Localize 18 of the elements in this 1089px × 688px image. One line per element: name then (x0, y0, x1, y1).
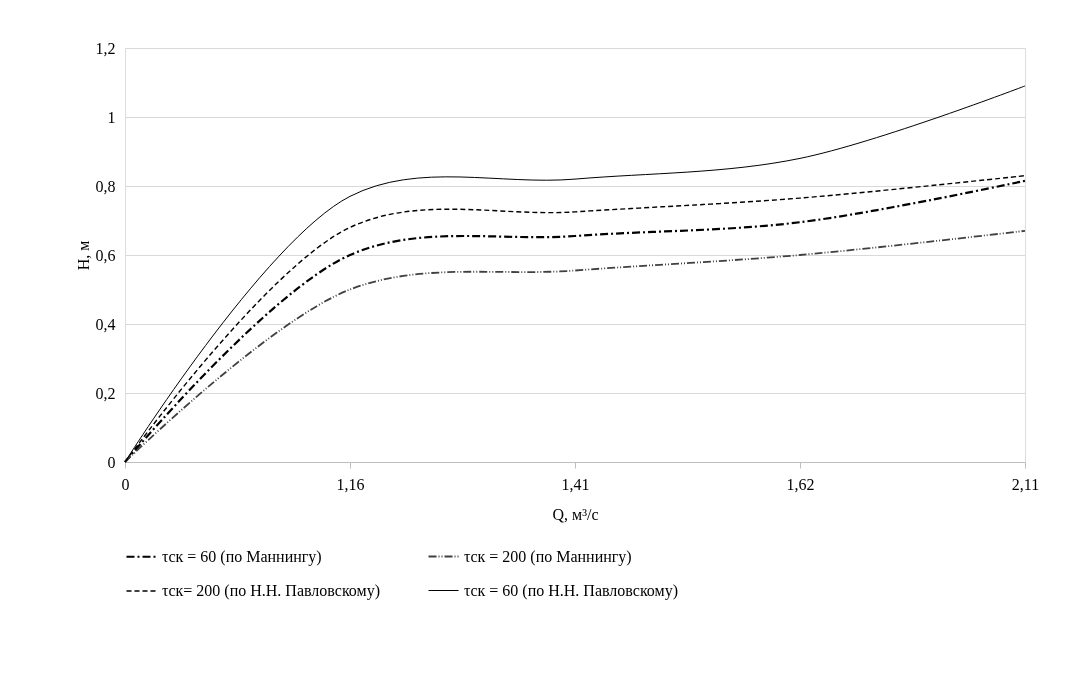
y-tick-label: 0,6 (95, 246, 116, 264)
legend-label: τск = 200 (по Маннингу) (464, 547, 632, 566)
legend-label: τск = 60 (по Н.Н. Павловскому) (464, 581, 678, 600)
y-tick-label: 1 (107, 108, 116, 126)
legend-label: τск = 60 (по Маннингу) (162, 547, 322, 566)
x-tick-label: 2,11 (1011, 475, 1040, 493)
y-tick-label: 0,4 (95, 315, 116, 333)
y-tick-label: 1,2 (95, 39, 116, 57)
y-tick-label: 0,2 (95, 384, 116, 402)
y-tick-label: 0,8 (95, 177, 116, 195)
x-tick-label: 0 (121, 475, 130, 493)
legend-label: τск= 200 (по Н.Н. Павловскому) (162, 582, 380, 600)
y-tick-label: 0 (107, 453, 116, 471)
y-axis-title: H, м (74, 240, 92, 271)
x-tick-label: 1,41 (561, 475, 590, 493)
x-tick-label: 1,16 (336, 475, 365, 493)
x-axis-title: Q, м³/с (552, 505, 599, 523)
x-tick-label: 1,62 (786, 475, 815, 493)
